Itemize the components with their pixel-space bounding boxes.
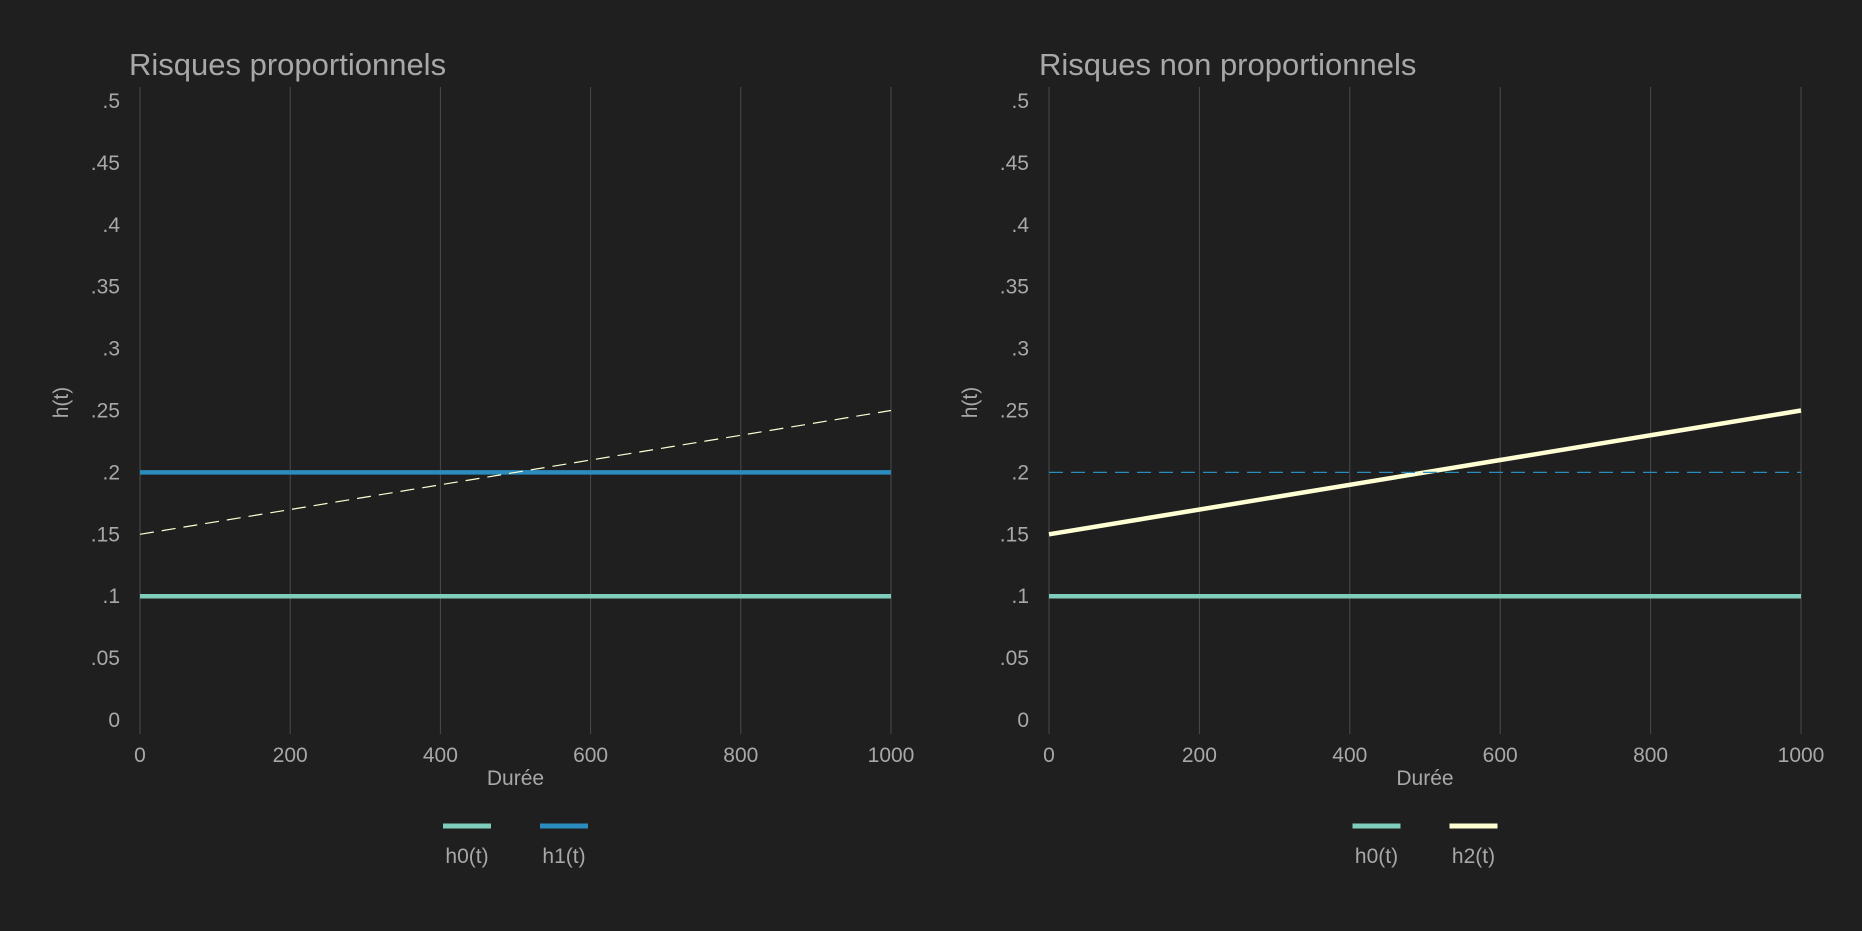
x-tick-label: 1000 (868, 744, 915, 767)
legend-label: h2(t) (1452, 845, 1495, 868)
x-tick-label: 600 (573, 744, 608, 767)
y-tick-label: .15 (91, 523, 120, 546)
series (1048, 408, 1802, 599)
legend-label: h0(t) (445, 845, 488, 868)
x-tick-label: 1000 (1778, 744, 1825, 767)
y-tick-label: .4 (102, 214, 120, 237)
y-tick-label: .3 (102, 338, 120, 361)
x-axis-label: Durée (1396, 767, 1453, 790)
chart-title: Risques non proportionnels (1039, 47, 1416, 82)
x-tick-label: 0 (134, 744, 146, 767)
y-axis: 0 .05 .1 .15 .2 .25 .3 .35 .4 .45 .5 (1000, 90, 1030, 732)
chart-title: Risques proportionnels (129, 47, 446, 82)
y-tick-label: .3 (1011, 338, 1029, 361)
x-tick-label: 800 (1633, 744, 1668, 767)
y-tick-label: 0 (108, 709, 120, 732)
panel-non-proportional: Risques non proportionnels Durée h(t) 0 2… (959, 47, 1824, 868)
y-tick-label: .5 (1011, 90, 1029, 113)
x-tick-label: 0 (1043, 744, 1055, 767)
y-tick-label: .25 (91, 400, 120, 423)
panel-proportional: Risques proportionnels Durée h(t) 0 200 40… (50, 47, 914, 868)
legend-label: h0(t) (1355, 845, 1398, 868)
y-tick-label: .2 (102, 461, 120, 484)
x-tick-label: 800 (723, 744, 758, 767)
y-tick-label: .4 (1011, 214, 1029, 237)
y-tick-label: .35 (1000, 276, 1029, 299)
x-tick-label: 400 (423, 744, 458, 767)
x-tick-label: 200 (273, 744, 308, 767)
y-tick-label: .5 (102, 90, 120, 113)
y-tick-label: .1 (1011, 585, 1029, 608)
y-tick-label: .05 (91, 647, 120, 670)
x-axis: 0 200 400 600 800 1000 (134, 744, 914, 767)
reference-dashed-line (139, 409, 892, 535)
y-tick-label: .2 (1011, 461, 1029, 484)
legend-label: h1(t) (542, 845, 585, 868)
y-tick-label: .35 (91, 276, 120, 299)
x-tick-label: 400 (1332, 744, 1367, 767)
y-tick-label: .25 (1000, 400, 1029, 423)
y-axis-label: h(t) (50, 387, 73, 419)
y-tick-label: .45 (1000, 152, 1029, 175)
legend: h0(t) h1(t) (443, 823, 588, 868)
x-tick-label: 600 (1483, 744, 1518, 767)
series (139, 409, 892, 599)
y-axis-label: h(t) (959, 387, 982, 419)
x-axis-label: Durée (487, 767, 544, 790)
y-tick-label: .45 (91, 152, 120, 175)
y-tick-label: .05 (1000, 647, 1029, 670)
legend: h0(t) h2(t) (1352, 823, 1498, 868)
y-tick-label: .15 (1000, 523, 1029, 546)
y-axis: 0 .05 .1 .15 .2 .25 .3 .35 .4 .45 .5 (91, 90, 121, 732)
y-tick-label: 0 (1017, 709, 1029, 732)
x-axis: 0 200 400 600 800 1000 (1043, 744, 1824, 767)
x-tick-label: 200 (1182, 744, 1217, 767)
y-tick-label: .1 (102, 585, 120, 608)
